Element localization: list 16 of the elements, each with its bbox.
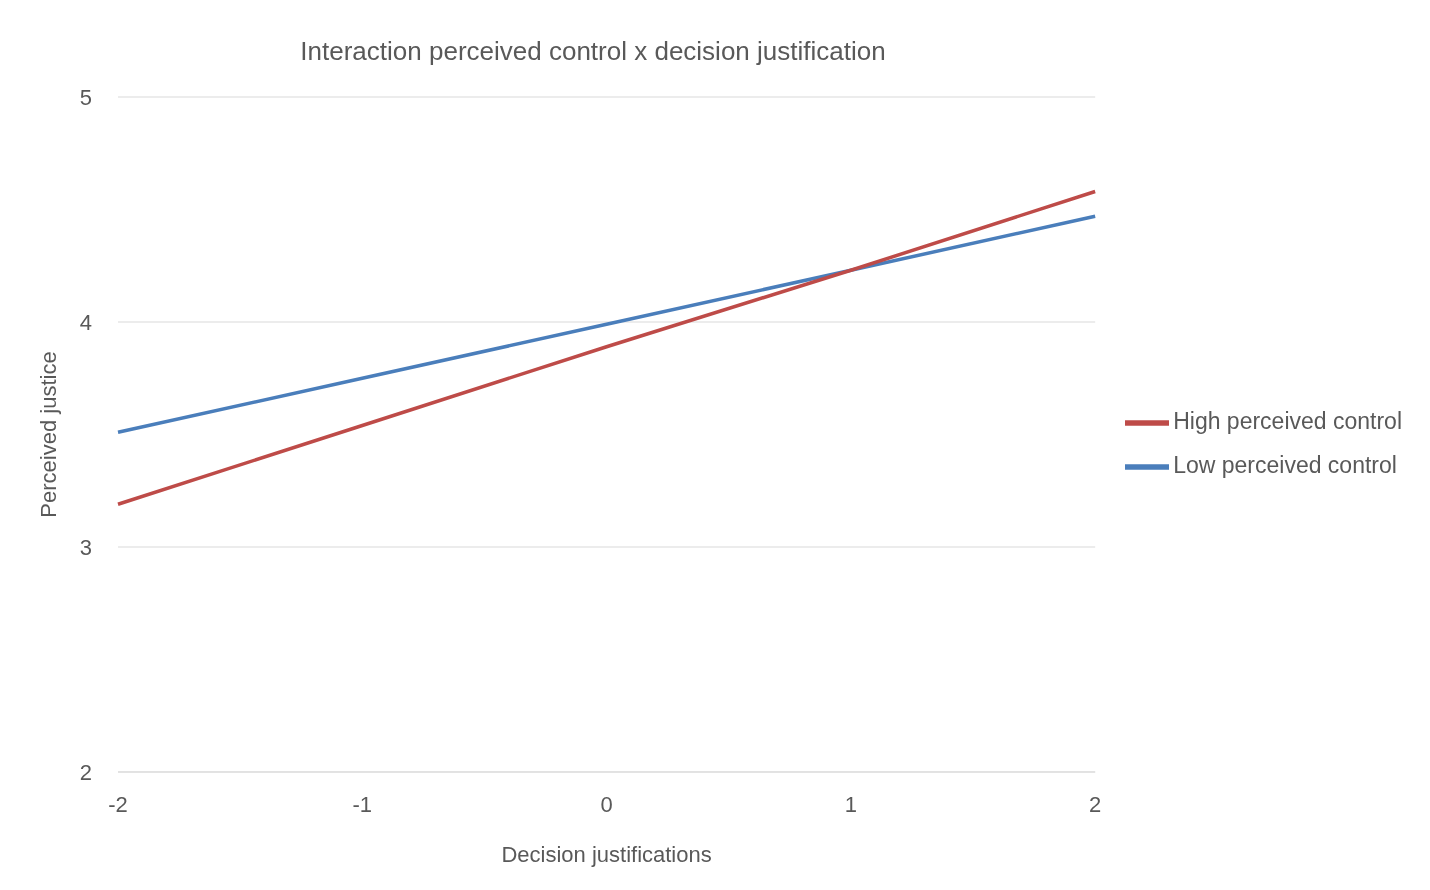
line-series [116,214,1097,434]
x-tick-label: 1 [844,791,857,817]
x-tick-label: -2 [108,791,128,817]
legend-label: Low perceived control [1173,452,1397,479]
chart-title: Interaction perceived control x decision justification [299,36,887,67]
y-tick-label: 2 [79,759,92,785]
y-tick-label: 3 [79,534,92,560]
x-tick-label: 0 [600,791,613,817]
line-series [116,189,1097,506]
y-tick-label: 4 [79,309,92,335]
legend-label: High perceived control [1173,408,1402,435]
x-tick-label: -1 [352,791,373,817]
y-tick-label: 5 [79,84,92,110]
x-axis-title: Decision justifications [501,842,712,867]
x-tick-label: 2 [1089,791,1102,817]
y-axis-title: Perceived justice [35,351,61,518]
